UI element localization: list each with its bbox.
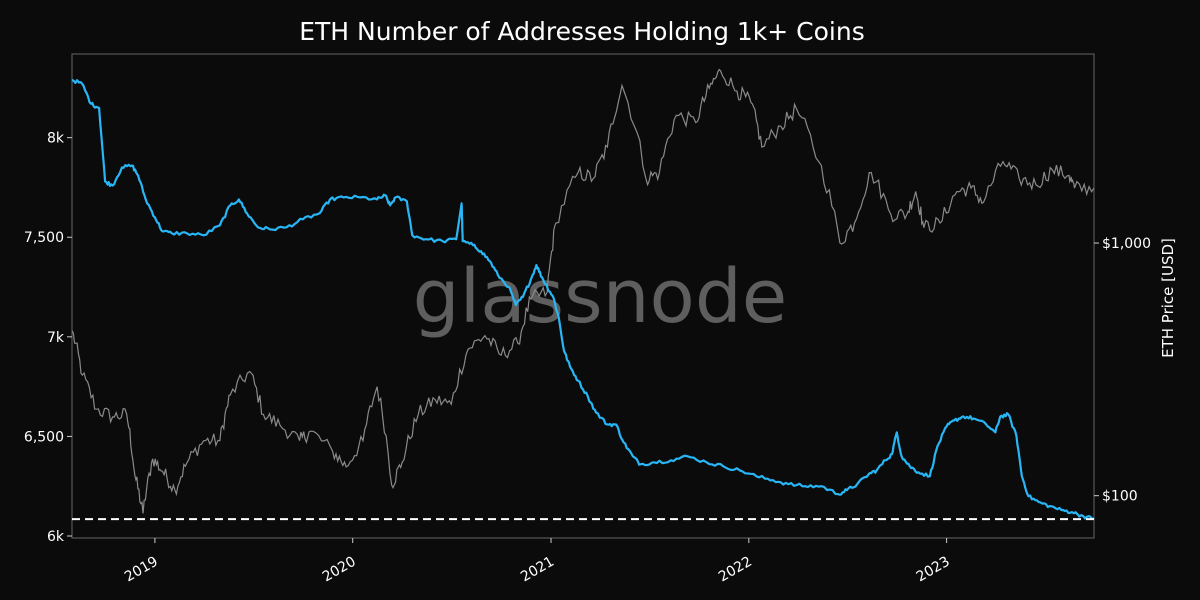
y-left-tick-label: 6k	[47, 529, 65, 545]
y-axis-right-label: ETH Price [USD]	[1159, 238, 1177, 358]
price-series	[71, 68, 1095, 514]
chart-title: ETH Number of Addresses Holding 1k+ Coin…	[299, 17, 865, 46]
y-left-tick-label: 7,500	[24, 230, 64, 246]
addresses-line-0	[71, 78, 1095, 521]
y-left-tick-label: 6,500	[24, 429, 64, 445]
plot-area-frame	[71, 53, 1095, 539]
y-axis-left: 8k 7,500 7k 6,500 6k	[24, 131, 72, 545]
y-right-tick-label: $100	[1102, 489, 1138, 505]
watermark: glassnode	[413, 254, 788, 340]
y-right-tick-label: $1,000	[1102, 236, 1151, 252]
addresses-series	[71, 78, 1095, 521]
y-left-tick-label: 7k	[47, 330, 65, 346]
y-left-tick-label: 8k	[47, 131, 65, 147]
price-line-0	[71, 68, 1095, 514]
y-axis-right: $1,000 $100	[1094, 236, 1151, 505]
